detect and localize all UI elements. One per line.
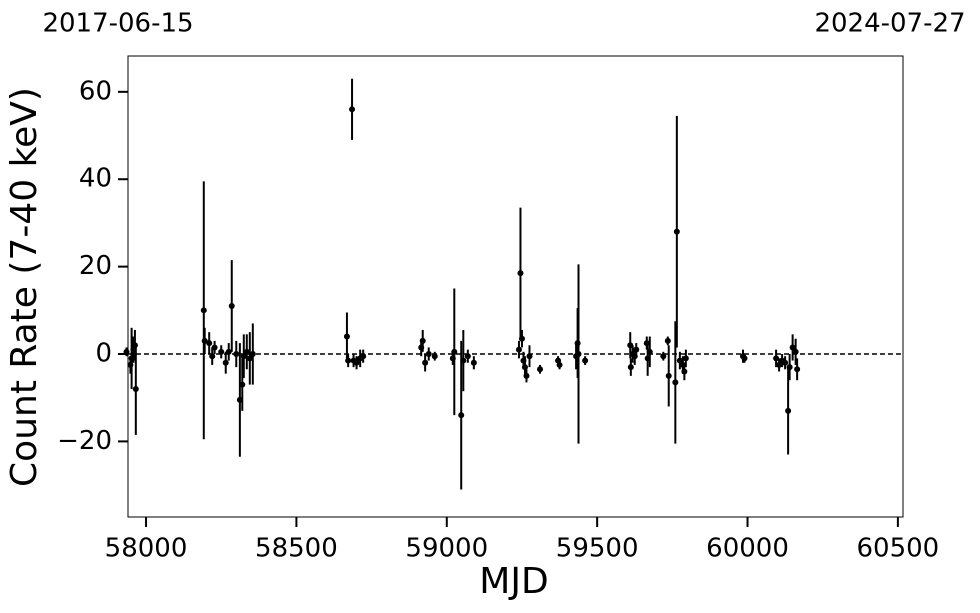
y-tick-label: 0 (95, 339, 112, 369)
data-point (773, 355, 780, 362)
x-tick-label: 60000 (706, 534, 789, 564)
data-point (776, 361, 783, 368)
data-point (345, 357, 352, 364)
data-point (211, 344, 218, 351)
data-point (239, 381, 246, 388)
y-tick-label: −20 (57, 426, 112, 456)
data-point (517, 270, 524, 277)
data-point (360, 353, 367, 360)
data-point (627, 364, 634, 371)
data-point (673, 228, 680, 235)
data-point (633, 346, 640, 353)
x-tick-label: 58000 (105, 534, 188, 564)
data-point (526, 353, 533, 360)
data-point (218, 348, 225, 355)
data-point (582, 357, 589, 364)
data-point (792, 348, 799, 355)
y-tick-label: 20 (79, 251, 112, 281)
data-point (575, 351, 582, 358)
data-point (523, 372, 530, 379)
data-point (682, 355, 689, 362)
data-point (240, 353, 247, 360)
data-point (206, 340, 213, 347)
data-point (225, 348, 232, 355)
data-point (222, 359, 229, 366)
data-point (741, 355, 748, 362)
x-tick-label: 60500 (857, 534, 940, 564)
data-point (246, 355, 253, 362)
data-point (537, 366, 544, 373)
data-point (660, 353, 667, 360)
data-point (470, 359, 477, 366)
x-tick-label: 58500 (255, 534, 338, 564)
data-point (353, 359, 360, 366)
data-point (681, 368, 688, 375)
data-point (458, 412, 465, 419)
data-point (343, 333, 350, 340)
data-point (460, 357, 467, 364)
y-axis-label: Count Rate (7-40 keV) (4, 87, 45, 487)
data-point (451, 348, 458, 355)
data-point (243, 348, 250, 355)
data-point (789, 344, 796, 351)
data-point (209, 353, 216, 360)
data-point (521, 364, 528, 371)
data-point (201, 337, 208, 344)
data-point (123, 348, 130, 355)
data-point (249, 351, 256, 358)
data-point (672, 379, 679, 386)
data-point (786, 364, 793, 371)
date-label: 2017-06-15 (42, 9, 193, 39)
data-point (556, 361, 563, 368)
data-point (665, 372, 672, 379)
data-point (518, 335, 525, 342)
data-point (464, 353, 471, 360)
y-tick-label: 60 (79, 76, 112, 106)
x-axis-label: MJD (479, 561, 548, 602)
date-label: 2024-07-27 (814, 9, 965, 39)
data-point (200, 307, 207, 314)
data-point (425, 351, 432, 358)
data-point (782, 359, 789, 366)
data-point (233, 351, 240, 358)
data-point (676, 357, 683, 364)
data-point (431, 353, 438, 360)
data-point (349, 106, 356, 113)
y-tick-label: 40 (79, 164, 112, 194)
data-point (228, 302, 235, 309)
x-tick-label: 59000 (405, 534, 488, 564)
plot-frame (127, 55, 904, 518)
data-point (646, 348, 653, 355)
data-point (132, 385, 139, 392)
data-point (794, 366, 801, 373)
data-point (422, 359, 429, 366)
data-point (664, 337, 671, 344)
x-tick-label: 59500 (556, 534, 639, 564)
data-point (419, 337, 426, 344)
data-point (785, 407, 792, 414)
data-point (515, 346, 522, 353)
